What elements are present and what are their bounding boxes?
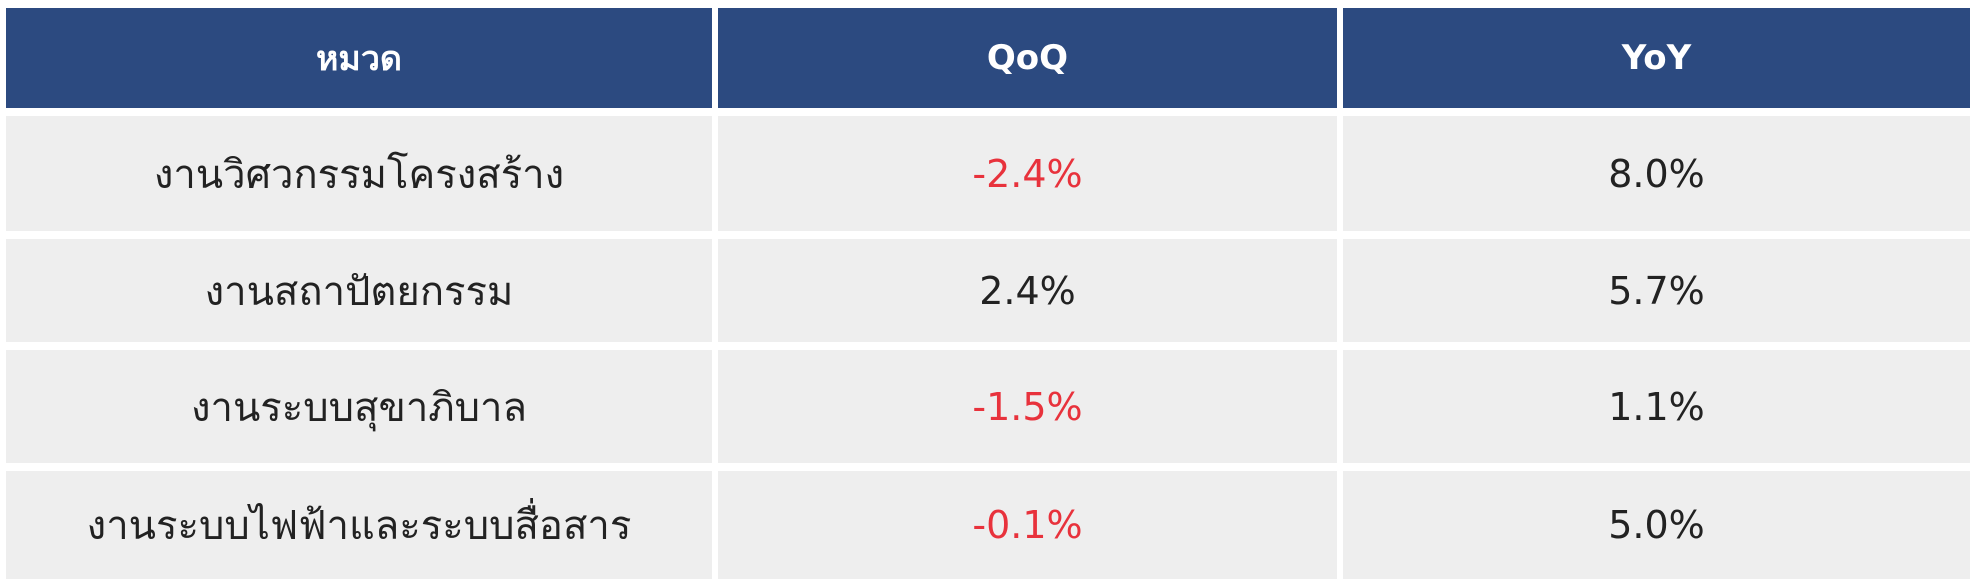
- row-3-qoq: -1.5%: [718, 350, 1337, 463]
- row-1-qoq: -2.4%: [718, 116, 1337, 231]
- header-category: หมวด: [6, 8, 712, 108]
- header-qoq: QoQ: [718, 8, 1337, 108]
- row-1-yoy: 8.0%: [1343, 116, 1970, 231]
- header-yoy: YoY: [1343, 8, 1970, 108]
- row-4-qoq: -0.1%: [718, 471, 1337, 579]
- row-2-qoq: 2.4%: [718, 239, 1337, 342]
- row-4-category: งานระบบไฟฟ้าและระบบสื่อสาร: [6, 471, 712, 579]
- row-4-yoy: 5.0%: [1343, 471, 1970, 579]
- row-2-yoy: 5.7%: [1343, 239, 1970, 342]
- row-2-category: งานสถาปัตยกรรม: [6, 239, 712, 342]
- row-3-yoy: 1.1%: [1343, 350, 1970, 463]
- row-3-category: งานระบบสุขาภิบาล: [6, 350, 712, 463]
- data-table: หมวด QoQ YoY งานวิศวกรรมโครงสร้าง -2.4% …: [6, 8, 1970, 579]
- row-1-category: งานวิศวกรรมโครงสร้าง: [6, 116, 712, 231]
